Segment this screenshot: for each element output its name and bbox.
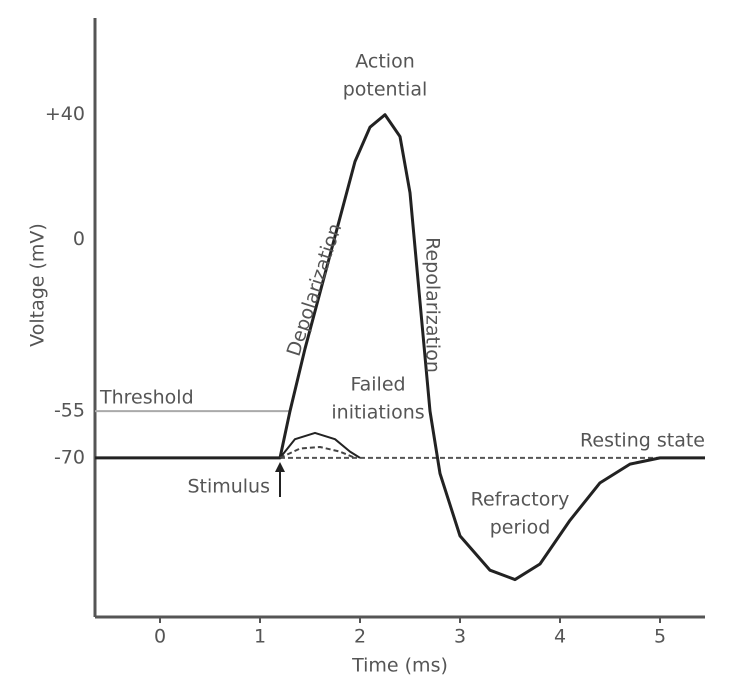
- y-axis-label: Voltage (mV): [27, 223, 49, 347]
- x-tick-label: 0: [154, 626, 166, 648]
- y-tick-label: -70: [54, 446, 85, 468]
- stimulus-label: Stimulus: [187, 476, 270, 498]
- annotation: Refractory period: [471, 489, 570, 539]
- voltage-curve: [279, 445, 356, 459]
- annotation: Action potential: [343, 51, 428, 101]
- annotation-text: Action: [355, 51, 415, 73]
- annotation-text: initiations: [331, 402, 424, 424]
- x-tick-label: 4: [554, 626, 566, 648]
- annotation-text: period: [490, 517, 551, 539]
- threshold-label: Threshold: [99, 387, 194, 409]
- annotation-text: Repolarization: [422, 237, 444, 373]
- voltage-curve: [279, 431, 361, 459]
- annotation: Depolarization: [283, 221, 347, 359]
- x-axis-label: Time (ms): [351, 655, 448, 677]
- annotation-text: Depolarization: [283, 221, 347, 359]
- x-tick-label: 3: [454, 626, 466, 648]
- y-tick-label: +40: [45, 103, 85, 125]
- annotation-text: potential: [343, 79, 428, 101]
- annotation: Failed initiations: [331, 374, 424, 424]
- y-tick-label: 0: [73, 228, 85, 250]
- annotation-text: Failed: [350, 374, 405, 396]
- y-tick-label: -55: [54, 400, 85, 422]
- resting-label: Resting state: [580, 429, 705, 451]
- annotation: Repolarization: [422, 237, 444, 373]
- x-tick-label: 5: [654, 626, 666, 648]
- x-tick-label: 2: [354, 626, 366, 648]
- arrow-head: [275, 462, 285, 472]
- x-tick-label: 1: [254, 626, 266, 648]
- annotation-text: Refractory: [471, 489, 570, 511]
- voltage-curve: [95, 113, 705, 582]
